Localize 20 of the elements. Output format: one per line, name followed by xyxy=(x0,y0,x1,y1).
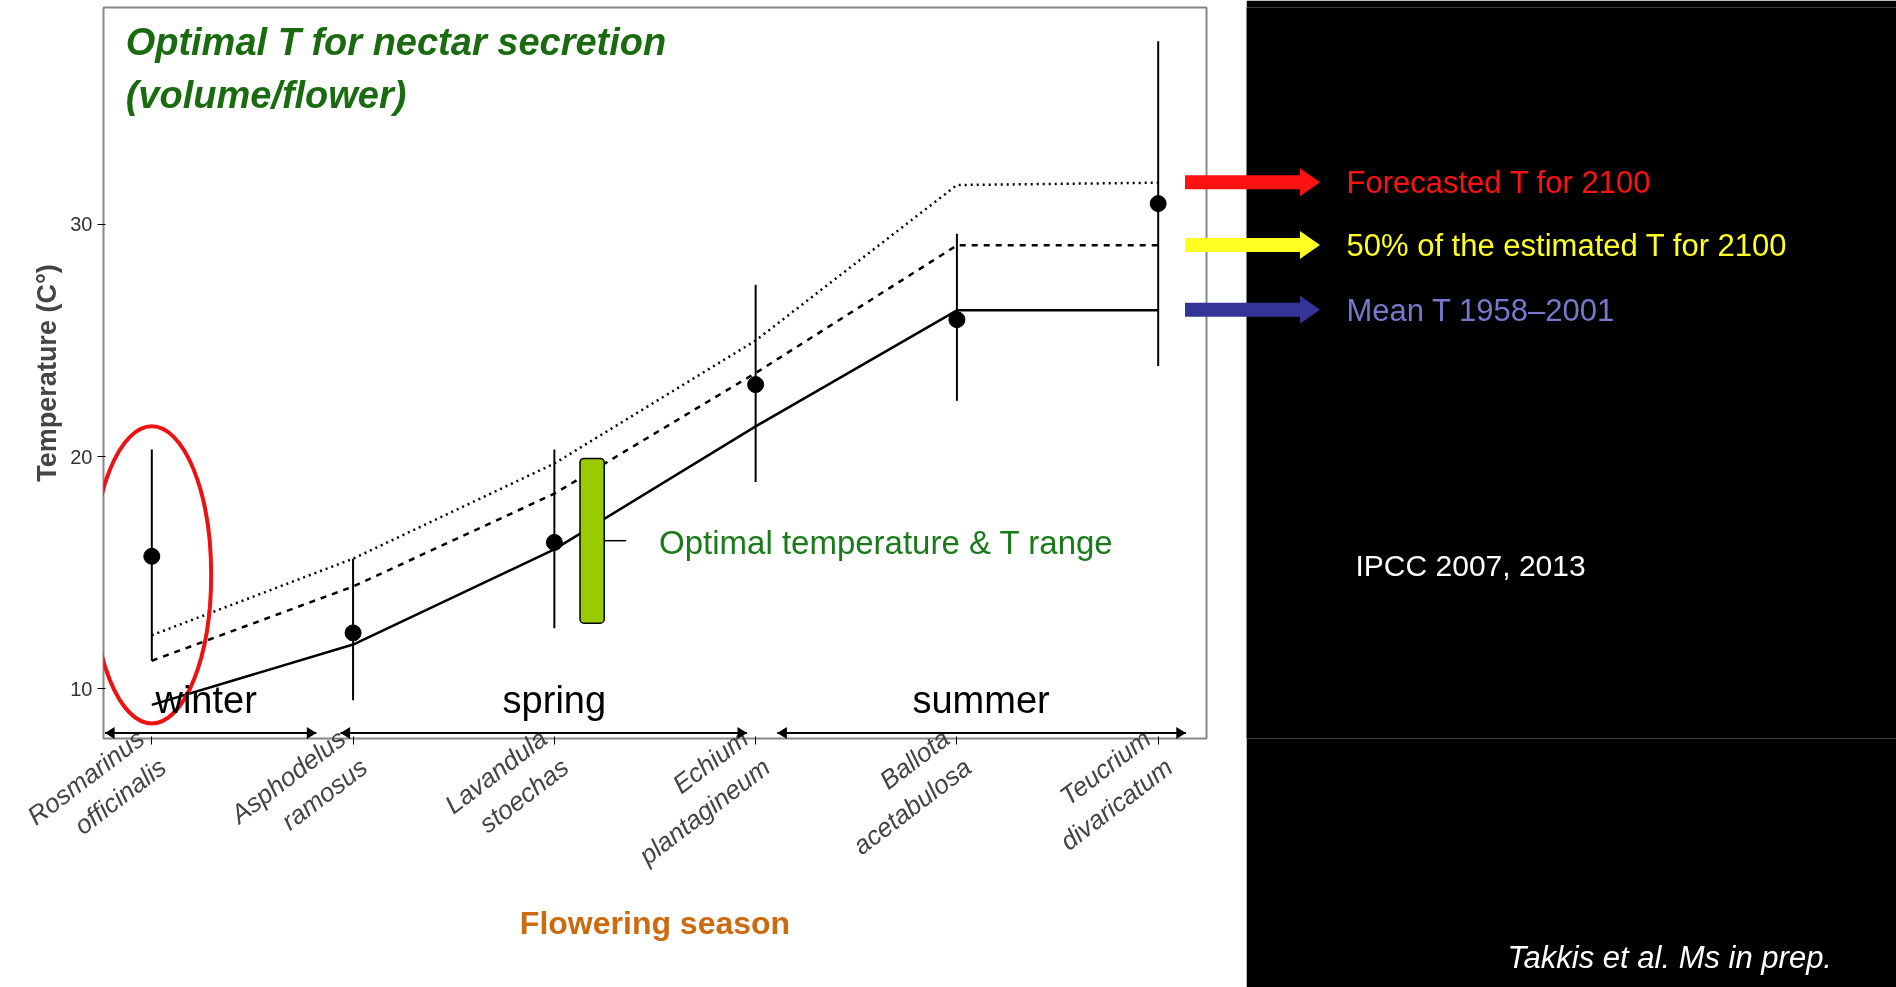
text: 50% of the estimated T for 2100 xyxy=(1346,227,1787,263)
x-axis-title: Flowering season xyxy=(519,904,791,941)
point xyxy=(344,624,362,642)
text: Mean T 1958–2001 xyxy=(1346,292,1615,328)
annotation: summer xyxy=(912,679,1051,722)
point xyxy=(1149,195,1167,213)
point xyxy=(747,376,765,394)
text: Forecasted T for 2100 xyxy=(1346,165,1651,201)
y-tick-label: 10 xyxy=(70,677,93,700)
y-tick-label: 20 xyxy=(70,445,93,468)
y-tick-label: 30 xyxy=(70,213,93,236)
point xyxy=(545,533,563,551)
text: Takkis et al. Ms in prep. xyxy=(1507,940,1832,975)
text: Optimal T for nectar secretion (volume/flower) xyxy=(125,21,667,116)
annotation: spring xyxy=(502,679,607,722)
annotation: Optimal temperature & T range xyxy=(659,523,1113,561)
point xyxy=(948,311,966,329)
point xyxy=(143,547,161,565)
y-axis-title: Temperature (C°) xyxy=(32,264,63,482)
text: IPCC 2007, 2013 xyxy=(1355,549,1586,583)
